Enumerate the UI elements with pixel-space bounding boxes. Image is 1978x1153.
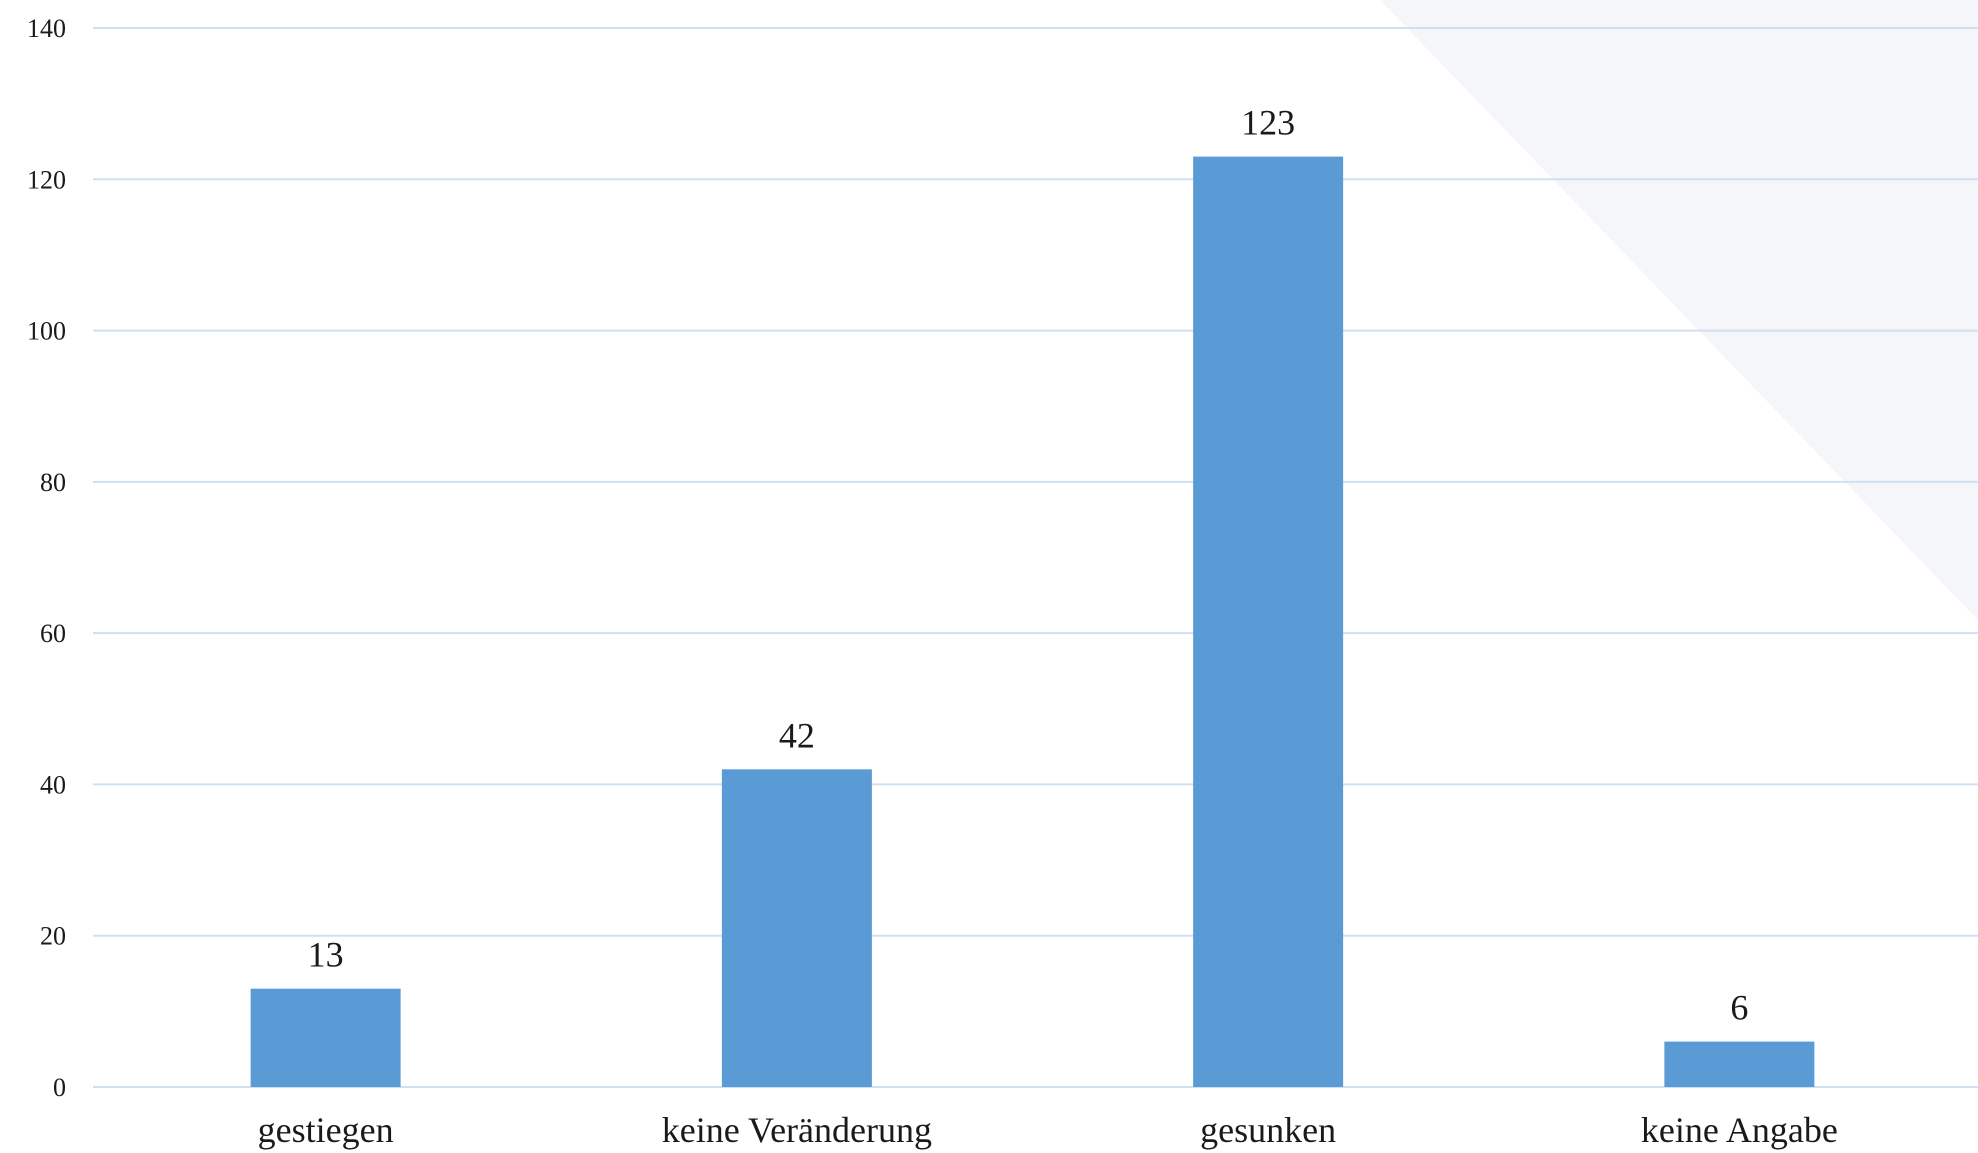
bar-3 (1193, 156, 1344, 1088)
y-tick-label-100: 100 (27, 317, 66, 346)
y-axis-tick-labels: 0 20 40 60 80 100 120 140 (27, 14, 66, 1102)
bars (250, 156, 1815, 1088)
data-label-1: 13 (308, 935, 344, 975)
data-label-2: 42 (779, 715, 815, 755)
bar-1 (250, 988, 401, 1087)
data-label-3: 123 (1241, 103, 1295, 143)
data-label-4: 6 (1730, 988, 1748, 1028)
category-label-1: gestiegen (258, 1110, 394, 1150)
bar-4 (1664, 1041, 1815, 1087)
category-label-4: keine Angabe (1641, 1110, 1838, 1150)
y-tick-label-140: 140 (27, 14, 66, 43)
y-tick-label-120: 120 (27, 165, 66, 194)
data-labels: 13 42 123 6 (308, 103, 1749, 1028)
category-label-2: keine Veränderung (662, 1110, 932, 1150)
y-tick-label-40: 40 (40, 770, 66, 799)
bar-2 (721, 769, 872, 1087)
y-tick-label-0: 0 (53, 1073, 66, 1102)
gridlines (93, 27, 1978, 1088)
y-tick-label-80: 80 (40, 468, 66, 497)
category-label-3: gesunken (1200, 1110, 1336, 1150)
background-shape (1380, 0, 1978, 620)
x-axis-category-labels: gestiegen keine Veränderung gesunken keine … (258, 1110, 1838, 1150)
y-tick-label-20: 20 (40, 922, 66, 951)
y-tick-label-60: 60 (40, 619, 66, 648)
